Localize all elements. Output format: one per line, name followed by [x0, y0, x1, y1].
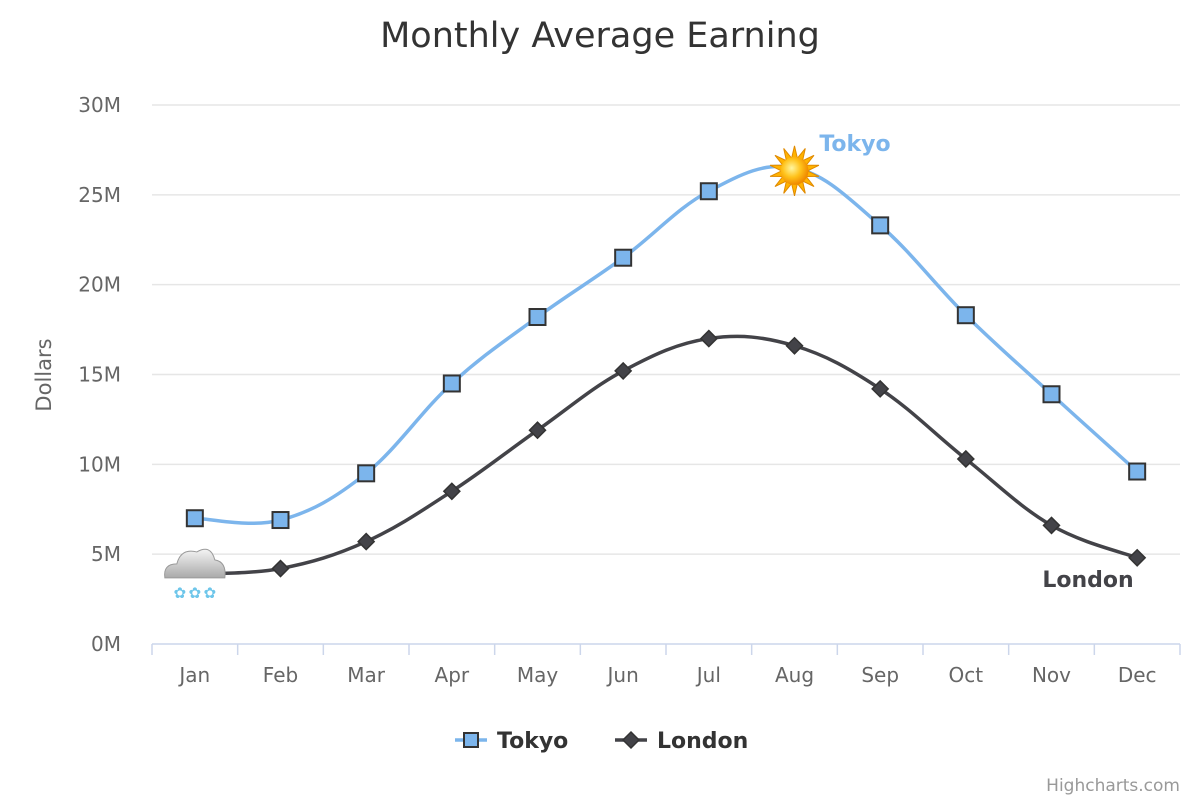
y-tick-label: 10M [78, 452, 121, 476]
legend-label: London [657, 729, 748, 754]
x-tick-label: Apr [435, 663, 470, 687]
data-point[interactable] [357, 464, 376, 483]
data-point[interactable] [785, 336, 804, 355]
chart-title: Monthly Average Earning [380, 16, 820, 56]
data-point[interactable] [1128, 548, 1147, 567]
x-tick-label: Aug [775, 663, 814, 687]
x-tick-label: Mar [347, 663, 386, 687]
data-point[interactable] [956, 306, 975, 325]
series-line [194, 334, 1138, 576]
data-point[interactable] [271, 559, 290, 578]
data-point[interactable] [271, 511, 290, 530]
y-tick-label: 30M [78, 93, 121, 117]
data-point[interactable] [185, 509, 204, 528]
data-point[interactable] [357, 532, 376, 551]
data-point[interactable] [871, 216, 890, 235]
y-tick-label: 15M [78, 363, 121, 387]
sun-icon[interactable] [769, 145, 820, 197]
x-tick-label: Feb [263, 663, 298, 687]
gridlines [152, 104, 1180, 645]
x-tick-label: Oct [949, 663, 984, 687]
y-tick-label: 20M [78, 273, 121, 297]
x-axis: Jan Feb Mar Apr May Jun Jul Aug Sep Oct Nov Dec [151, 644, 1181, 687]
legend-item-tokyo[interactable]: Tokyo [455, 729, 568, 754]
x-tick-label: Dec [1118, 663, 1157, 687]
snowflake-icon: ✿ [174, 584, 187, 602]
legend-marker[interactable] [621, 730, 641, 750]
series-line [194, 164, 1139, 526]
y-axis: 0M 5M 10M 15M 20M 25M 30M [78, 93, 121, 656]
y-tick-label: 25M [78, 183, 121, 207]
x-tick-label: Sep [861, 663, 899, 687]
data-point[interactable] [442, 374, 461, 393]
x-tick-label: Nov [1032, 663, 1071, 687]
y-tick-label: 0M [91, 632, 121, 656]
cloud-shape [164, 548, 226, 579]
x-tick-label: Jan [177, 663, 210, 687]
data-point[interactable] [699, 182, 718, 201]
legend-label: Tokyo [497, 729, 568, 754]
data-point[interactable] [528, 308, 547, 327]
credits-link[interactable]: Highcharts.com [1046, 776, 1180, 796]
data-point[interactable] [614, 248, 633, 267]
legend-marker[interactable] [463, 732, 479, 748]
data-point[interactable] [1042, 385, 1061, 404]
data-point[interactable] [1128, 462, 1147, 481]
series-label-tokyo: Tokyo [819, 132, 890, 157]
x-tick-label: Jun [606, 663, 639, 687]
snowflake-icon: ✿ [189, 584, 202, 602]
y-axis-title: Dollars [32, 338, 56, 411]
snowflake-icon: ✿ [204, 584, 217, 602]
x-tick-label: May [517, 663, 559, 687]
legend[interactable]: Tokyo London [455, 729, 748, 754]
data-point[interactable] [871, 379, 890, 398]
snow-cloud-icon[interactable]: ✿ ✿ ✿ [164, 548, 226, 602]
x-tick-label: Jul [695, 663, 721, 687]
data-point[interactable] [956, 449, 975, 469]
data-point[interactable] [614, 361, 633, 380]
series-tokyo [185, 145, 1147, 530]
data-point[interactable] [528, 421, 547, 440]
series-london: ✿ ✿ ✿ [164, 329, 1147, 602]
data-point[interactable] [1042, 516, 1061, 535]
legend-item-london[interactable]: London [615, 729, 748, 754]
data-point[interactable] [699, 329, 718, 348]
sun-disc [780, 156, 809, 185]
y-tick-label: 5M [91, 542, 121, 566]
series-label-london: London [1042, 568, 1133, 593]
data-point[interactable] [442, 482, 461, 501]
